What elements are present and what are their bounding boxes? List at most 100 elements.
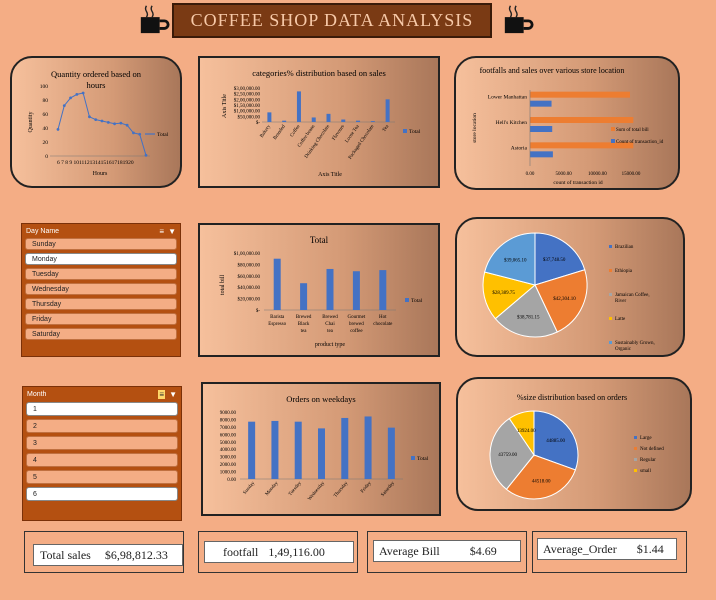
bar — [318, 428, 325, 479]
bar — [385, 99, 390, 122]
kpi-total-sales-label: Total sales — [40, 547, 91, 562]
slicer-item-monday[interactable]: Monday — [25, 253, 177, 265]
day-slicer-items: Sunday Monday Tuesday Wednesday Thursday Frid… — [22, 238, 180, 340]
dashboard-title: COFFEE SHOP DATA ANALYSIS — [172, 3, 492, 38]
bar-sum-total-bill — [530, 91, 630, 98]
x-tick-label: Monday — [265, 481, 280, 497]
slicer-item-month-6[interactable]: 6 — [26, 487, 178, 501]
data-point — [56, 128, 60, 131]
y-tick-label: 8000.00 — [220, 418, 237, 423]
multi-select-icon[interactable]: ≡ — [158, 389, 166, 399]
y-tick-label: 6000.00 — [220, 433, 237, 438]
y-tick-label: $1,00,000.00 — [234, 110, 261, 115]
filter-icon[interactable]: ▼ — [169, 389, 177, 399]
kpi-footfall: footfall 1,49,116.00 — [198, 531, 358, 573]
legend-swatch — [609, 293, 612, 296]
x-tick-label: Brewed — [296, 315, 312, 320]
categories-chart-panel: categories% distribution based on sales $… — [198, 56, 440, 188]
pie-slice — [508, 410, 535, 457]
kpi-total-sales: Total sales $6,98,812.33 — [24, 531, 184, 573]
x-tick-label: Gourmet — [348, 315, 366, 320]
month-slicer[interactable]: Month ≡ ▼ 1 2 3 4 5 6 — [22, 386, 182, 521]
y-tick-label: 20 — [43, 140, 49, 146]
y-tick-label: $- — [256, 121, 261, 126]
size-pie-chart: 44885.00 44518.00 43759.00 13924.00 Large Not… — [489, 393, 664, 500]
y-axis-label: Quantity — [28, 112, 34, 133]
x-tick-label: Flavours — [332, 124, 346, 141]
kpi-average-order-value: $1.44 — [636, 541, 664, 556]
pie-data-label: 44518.00 — [532, 479, 551, 484]
x-tick-label: Tuesday — [288, 481, 303, 497]
month-slicer-items: 1 2 3 4 5 6 — [23, 401, 181, 501]
slicer-item-month-2[interactable]: 2 — [26, 419, 178, 433]
pie-data-label: $39,065.10 — [504, 259, 527, 264]
slicer-item-tuesday[interactable]: Tuesday — [25, 268, 177, 280]
filter-icon[interactable]: ▼ — [168, 226, 176, 236]
y-tick-label: Astoria — [511, 145, 528, 151]
slicer-item-month-1[interactable]: 1 — [26, 402, 178, 416]
pie-slice — [494, 284, 558, 338]
slicer-item-month-4[interactable]: 4 — [26, 453, 178, 467]
pie-data-label: 44885.00 — [546, 439, 565, 444]
y-tick-label: 40 — [43, 126, 49, 132]
slicer-item-month-3[interactable]: 3 — [26, 436, 178, 450]
origin-pie-panel: $37,748.50 $42,304.10 $38,781.15 $28,389.75… — [455, 217, 685, 357]
legend-label: Total — [157, 132, 169, 138]
legend-label: River — [615, 299, 626, 304]
chart-title: Quantity ordered based on — [51, 69, 142, 79]
x-axis-label: Axis Title — [318, 172, 342, 178]
y-tick-label: $1,50,000.00 — [234, 104, 261, 109]
y-tick-label: 100 — [40, 84, 49, 90]
y-tick-label: $- — [256, 309, 261, 314]
x-tick-label: 15000.00 — [622, 172, 641, 177]
y-tick-label: $20,000.00 — [238, 298, 261, 303]
locations-chart-panel: footfalls and sales over various store l… — [454, 56, 680, 190]
data-point — [125, 123, 129, 127]
legend-swatch — [403, 129, 407, 133]
bar — [267, 112, 272, 122]
bar — [326, 113, 331, 122]
y-tick-label: $2,50,000.00 — [234, 93, 261, 98]
chart-title: %size distribution based on orders — [517, 393, 627, 402]
data-point — [138, 132, 142, 136]
pie-slice — [534, 269, 588, 333]
y-tick-label: 5000.00 — [220, 441, 237, 446]
slicer-item-saturday[interactable]: Saturday — [25, 328, 177, 340]
slicer-item-wednesday[interactable]: Wednesday — [25, 283, 177, 295]
kpi-average-bill-label: Average Bill — [379, 543, 440, 558]
data-point — [94, 118, 98, 121]
origin-pie-chart: $37,748.50 $42,304.10 $38,781.15 $28,389.75… — [482, 232, 655, 352]
slicer-item-thursday[interactable]: Thursday — [25, 298, 177, 310]
weekdays-chart-panel: Orders on weekdays 9000.00 8000.00 7000.00 6… — [201, 382, 441, 516]
bar — [248, 421, 256, 479]
x-tick-label: Black — [298, 322, 310, 327]
y-tick-label: 0.00 — [227, 478, 236, 483]
slicer-item-month-5[interactable]: 5 — [26, 470, 178, 484]
locations-chart: footfalls and sales over various store l… — [472, 66, 664, 186]
legend-label: Regular — [640, 458, 656, 463]
slicer-item-sunday[interactable]: Sunday — [25, 238, 177, 250]
chart-title: hours — [87, 80, 106, 90]
pie-slice — [489, 417, 535, 490]
bar-count-transactions — [530, 100, 552, 107]
x-axis-label: count of transaction id — [553, 179, 603, 186]
chart-title: Orders on weekdays — [286, 394, 355, 404]
bar — [341, 417, 349, 479]
bar — [364, 416, 372, 479]
x-tick-label: Coffee — [290, 124, 302, 139]
data-point — [81, 91, 85, 95]
x-tick-label: 10000.00 — [588, 172, 607, 177]
bar-count-transactions — [530, 126, 553, 132]
day-name-slicer[interactable]: Day Name ≡ ▼ Sunday Monday Tuesday Wednesda… — [21, 223, 181, 357]
kpi-footfall-value: 1,49,116.00 — [268, 544, 325, 559]
legend-swatch — [609, 341, 612, 344]
bar — [341, 119, 346, 122]
legend-swatch — [634, 469, 637, 472]
y-axis-label: Axis Title — [222, 94, 228, 118]
x-tick-label: 0.00 — [526, 172, 535, 177]
month-slicer-title: Month — [27, 390, 47, 398]
multi-select-icon[interactable]: ≡ — [159, 226, 165, 236]
slicer-item-friday[interactable]: Friday — [25, 313, 177, 325]
coffee-mug-icon-left — [140, 5, 170, 34]
legend-label: Ethiopia — [615, 269, 633, 274]
